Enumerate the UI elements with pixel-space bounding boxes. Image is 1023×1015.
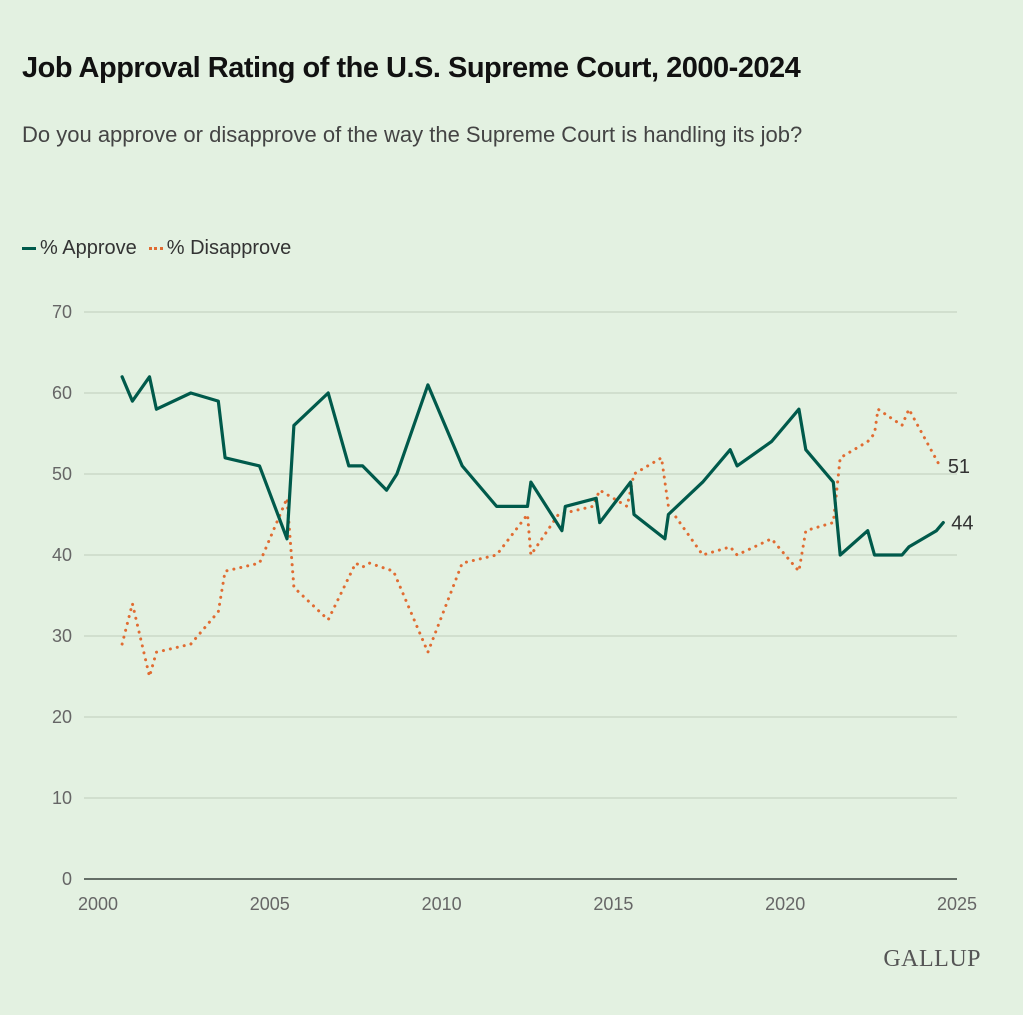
approve-end-label: 44 [951, 513, 973, 535]
x-tick-label: 2020 [765, 894, 805, 914]
legend-item-approve[interactable]: % Approve [22, 237, 137, 260]
y-tick-label: 30 [52, 626, 72, 646]
gridlines [84, 311, 957, 880]
chart-title: Job Approval Rating of the U.S. Supreme … [22, 52, 801, 84]
end-labels: 44 51 [948, 456, 974, 535]
approve-line [120, 375, 945, 557]
x-tick-label: 2025 [937, 894, 977, 914]
legend-swatch-approve [22, 247, 36, 250]
legend: % Approve % Disapprove [22, 237, 291, 260]
legend-swatch-disapprove [148, 247, 163, 250]
chart-subtitle: Do you approve or disapprove of the way … [22, 122, 803, 147]
x-tick-label: 2010 [422, 894, 462, 914]
y-axis-ticks: 0 10 20 30 40 50 60 70 [52, 302, 72, 889]
y-tick-label: 10 [52, 788, 72, 808]
x-tick-label: 2000 [78, 894, 118, 914]
series-lines [120, 375, 945, 678]
legend-item-disapprove[interactable]: % Disapprove [148, 237, 292, 260]
y-tick-label: 40 [52, 545, 72, 565]
y-tick-label: 50 [52, 464, 72, 484]
legend-label-disapprove: % Disapprove [166, 237, 292, 259]
gallup-logo: GALLUP [883, 946, 981, 972]
y-tick-label: 70 [52, 302, 72, 322]
x-axis-ticks: 2000 2005 2010 2015 2020 2025 [78, 894, 977, 914]
y-tick-label: 20 [52, 707, 72, 727]
disapprove-line [120, 407, 942, 678]
x-tick-label: 2005 [250, 894, 290, 914]
disapprove-end-label: 51 [948, 456, 970, 478]
x-tick-label: 2015 [593, 894, 633, 914]
line-chart: 0 10 20 30 40 50 60 70 2000 2005 2010 2015 2020 2025… [52, 302, 977, 914]
legend-label-approve: % Approve [40, 237, 137, 259]
y-tick-label: 60 [52, 383, 72, 403]
y-tick-label: 0 [62, 869, 72, 889]
